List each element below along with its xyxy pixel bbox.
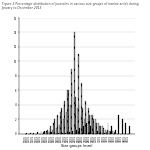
Bar [86, 112, 87, 134]
Bar [84, 119, 85, 134]
Bar [115, 130, 116, 134]
Bar [91, 116, 92, 134]
Bar [67, 90, 68, 134]
Bar [96, 123, 97, 134]
Bar [111, 126, 112, 134]
Bar [107, 130, 108, 134]
Bar [50, 126, 51, 134]
Bar [95, 119, 96, 134]
Bar [81, 83, 82, 134]
Bar [97, 131, 98, 134]
Bar [55, 132, 56, 134]
Bar [60, 112, 61, 134]
Text: Figure 2 Percentage distribution of juveniles in various size groups of marine a: Figure 2 Percentage distribution of juve… [2, 2, 138, 10]
X-axis label: Size groups (mm): Size groups (mm) [61, 144, 93, 148]
Bar [93, 119, 94, 134]
Bar [72, 131, 73, 134]
Bar [92, 116, 93, 134]
Bar [53, 123, 54, 134]
Bar [114, 132, 115, 134]
Bar [59, 125, 60, 134]
Bar [106, 132, 107, 134]
Bar [82, 108, 83, 134]
Bar [118, 116, 119, 134]
Bar [43, 132, 44, 134]
Bar [68, 90, 69, 134]
Bar [112, 131, 113, 134]
Bar [40, 131, 41, 134]
Bar [58, 133, 59, 134]
Bar [100, 126, 101, 134]
Bar [70, 105, 71, 134]
Bar [30, 133, 31, 134]
Bar [98, 123, 99, 134]
Bar [77, 108, 78, 134]
Bar [26, 133, 27, 134]
Bar [75, 97, 76, 134]
Bar [71, 69, 72, 134]
Bar [37, 132, 38, 134]
Bar [122, 119, 123, 134]
Bar [49, 132, 50, 134]
Bar [64, 101, 65, 134]
Bar [63, 119, 64, 134]
Bar [102, 126, 103, 134]
Bar [46, 131, 47, 134]
Bar [88, 108, 89, 134]
Bar [62, 133, 63, 134]
Bar [44, 131, 45, 134]
Bar [83, 126, 84, 134]
Bar [99, 126, 100, 134]
Bar [125, 123, 126, 134]
Bar [85, 101, 86, 134]
Bar [51, 132, 52, 134]
Bar [76, 130, 77, 134]
Bar [61, 108, 62, 134]
Bar [54, 119, 55, 134]
Bar [89, 116, 90, 134]
Bar [90, 126, 91, 134]
Bar [57, 116, 58, 134]
Bar [47, 130, 48, 134]
Bar [74, 32, 75, 134]
Bar [79, 128, 80, 134]
Bar [104, 133, 105, 134]
Bar [52, 130, 53, 134]
Bar [103, 128, 104, 134]
Bar [129, 126, 130, 134]
Bar [33, 133, 34, 134]
Bar [78, 54, 79, 134]
Bar [66, 112, 67, 134]
Bar [69, 132, 70, 134]
Bar [56, 128, 57, 134]
Bar [105, 130, 106, 134]
Bar [109, 131, 110, 134]
Bar [65, 133, 66, 134]
